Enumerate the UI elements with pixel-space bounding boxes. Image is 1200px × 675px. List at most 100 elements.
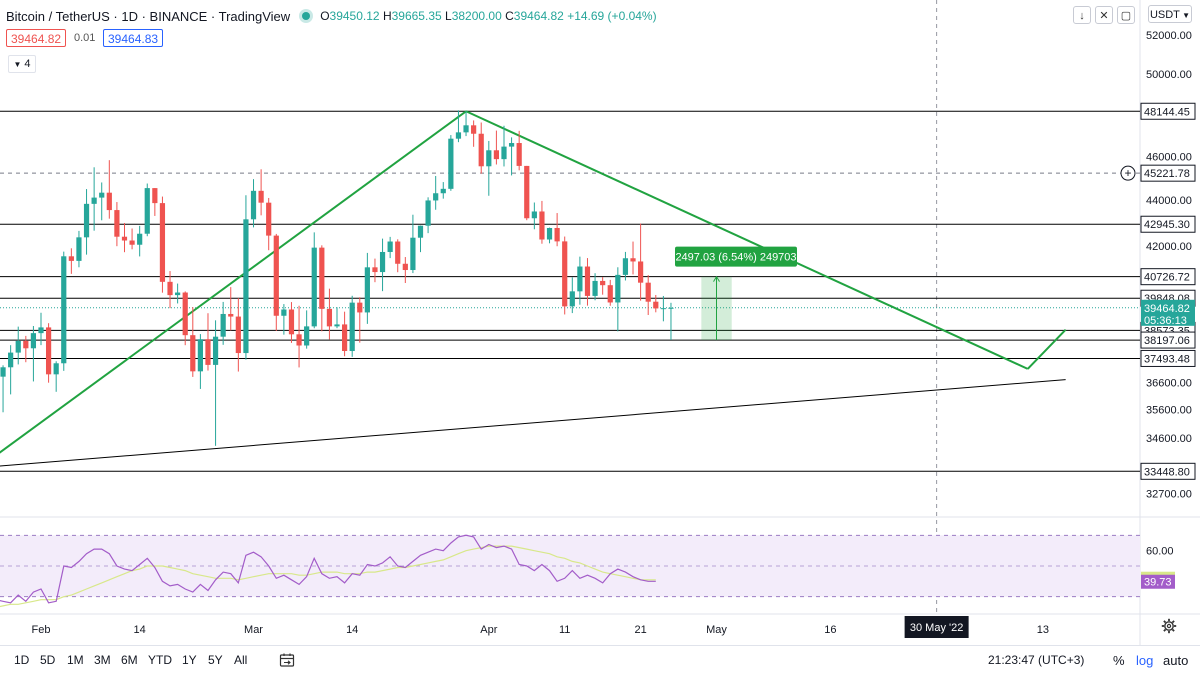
percent-scale-button[interactable]: % <box>1113 653 1125 668</box>
range-5d-button[interactable]: 5D <box>40 653 56 667</box>
level-badge <box>1140 349 1196 367</box>
candle-body <box>83 203 90 238</box>
candle-body <box>660 308 666 310</box>
candle-body <box>584 266 591 296</box>
support-trendline <box>0 379 1066 467</box>
chevron-down-icon: ▼ <box>13 60 22 69</box>
candle-body <box>266 202 272 236</box>
candle-body <box>311 247 317 327</box>
candle-body <box>273 235 279 316</box>
candle-body <box>235 316 241 354</box>
price-tick-label: 52000.00 <box>1146 30 1192 42</box>
sell-price-button[interactable]: 39464.82 <box>6 29 67 47</box>
currency-select[interactable]: USDT ▼ <box>1148 5 1192 23</box>
chevron-down-icon: ▼ <box>1179 11 1191 20</box>
maximize-icon[interactable]: ▢ <box>1117 6 1135 24</box>
indicators-toggle-button[interactable]: ▼ 4 <box>8 55 36 73</box>
gear-icon[interactable] <box>1161 618 1177 634</box>
range-1m-button[interactable]: 1M <box>67 653 84 667</box>
level-label: 37493.48 <box>1144 353 1190 365</box>
candle-body <box>493 150 499 160</box>
measure-label: 2497.03 (6.54%) 249703 <box>675 252 796 264</box>
countdown-label: 05:36:13 <box>1144 315 1187 327</box>
buy-price-button[interactable]: 39464.83 <box>103 29 164 47</box>
candle-body <box>243 219 249 354</box>
price-tick-label: 46000.00 <box>1146 151 1192 163</box>
candle-body <box>516 143 522 166</box>
candle-body <box>68 256 74 261</box>
time-tick-label: Mar <box>244 624 263 636</box>
candle-body <box>76 237 82 261</box>
arrow-down-icon[interactable]: ↓ <box>1073 6 1091 24</box>
range-1y-button[interactable]: 1Y <box>182 653 197 667</box>
candle-body <box>638 261 644 283</box>
time-tick-label: May <box>706 624 727 636</box>
time-tick-label: 14 <box>134 624 146 636</box>
level-badge <box>1140 215 1196 233</box>
range-ytd-button[interactable]: YTD <box>148 653 172 667</box>
candle-body <box>387 241 393 252</box>
range-1d-button[interactable]: 1D <box>14 653 30 667</box>
candle-body <box>440 188 446 194</box>
candle-body <box>205 339 211 365</box>
calendar-range-icon[interactable] <box>279 652 295 668</box>
candle-body <box>364 267 370 313</box>
level-label: 45221.78 <box>1144 168 1190 180</box>
candle-body <box>653 301 659 309</box>
range-3m-button[interactable]: 3M <box>94 653 111 667</box>
candle-body <box>554 228 560 242</box>
level-badge <box>1140 462 1196 480</box>
price-tick-label: 32700.00 <box>1146 489 1192 501</box>
candle-body <box>630 258 636 262</box>
candle-body <box>159 203 166 282</box>
candle-body <box>228 313 234 317</box>
candle-body <box>539 211 545 240</box>
ohlc-close: 39464.82 <box>513 9 564 23</box>
candle-body <box>0 367 6 377</box>
price-tick-label: 36600.00 <box>1146 377 1192 389</box>
candle-body <box>114 210 120 237</box>
candle-body <box>288 309 295 335</box>
candle-body <box>645 282 651 302</box>
rsi-ma-line <box>0 545 656 608</box>
symbol-title[interactable]: Bitcoin / TetherUS · 1D · BINANCE · Trad… <box>6 8 291 24</box>
candle-body <box>395 241 401 264</box>
candle-body <box>220 313 226 337</box>
candle-body <box>129 240 135 245</box>
rising-trendline <box>0 110 467 454</box>
clock-readout[interactable]: 21:23:47 (UTC+3) <box>988 653 1085 667</box>
candle-body <box>508 143 515 147</box>
log-scale-button[interactable]: log <box>1136 653 1154 668</box>
price-tick-label: 42000.00 <box>1146 241 1192 253</box>
candle-body <box>99 192 105 198</box>
close-x-icon[interactable]: ✕ <box>1095 6 1113 24</box>
auto-scale-button[interactable]: auto <box>1163 653 1189 668</box>
level-badge <box>1140 164 1196 182</box>
candle-body <box>592 280 598 296</box>
range-6m-button[interactable]: 6M <box>121 653 138 667</box>
range-5y-button[interactable]: 5Y <box>208 653 223 667</box>
market-status-icon <box>302 12 311 20</box>
ohlc-low-key: L <box>445 9 452 23</box>
candle-body <box>357 302 363 313</box>
range-all-button[interactable]: All <box>234 653 248 667</box>
candle-body <box>577 266 583 292</box>
level-badge <box>1140 268 1196 286</box>
spread-value: 0.01 <box>74 32 96 44</box>
candle-body <box>45 327 52 375</box>
rsi-tick-label: 60.00 <box>1146 546 1174 558</box>
chart-header: Bitcoin / TetherUS · 1D · BINANCE · Trad… <box>6 7 657 25</box>
time-cursor-badge <box>904 616 969 638</box>
bottom-toolbar: 1D 5D 1M 3M 6M YTD 1Y 5Y All 21:23:47 (U… <box>0 645 1200 675</box>
price-tick-label: 34600.00 <box>1146 433 1192 445</box>
candle-body <box>326 308 333 327</box>
candle-body <box>15 340 21 353</box>
candle-body <box>668 307 674 309</box>
candle-body <box>152 188 158 204</box>
time-tick-label: 14 <box>346 624 358 636</box>
measure-arrow-head <box>713 275 720 282</box>
ohlc-high-key: H <box>382 9 392 23</box>
candle-body <box>417 225 424 238</box>
rsi-value: 39.73 <box>1144 577 1172 589</box>
